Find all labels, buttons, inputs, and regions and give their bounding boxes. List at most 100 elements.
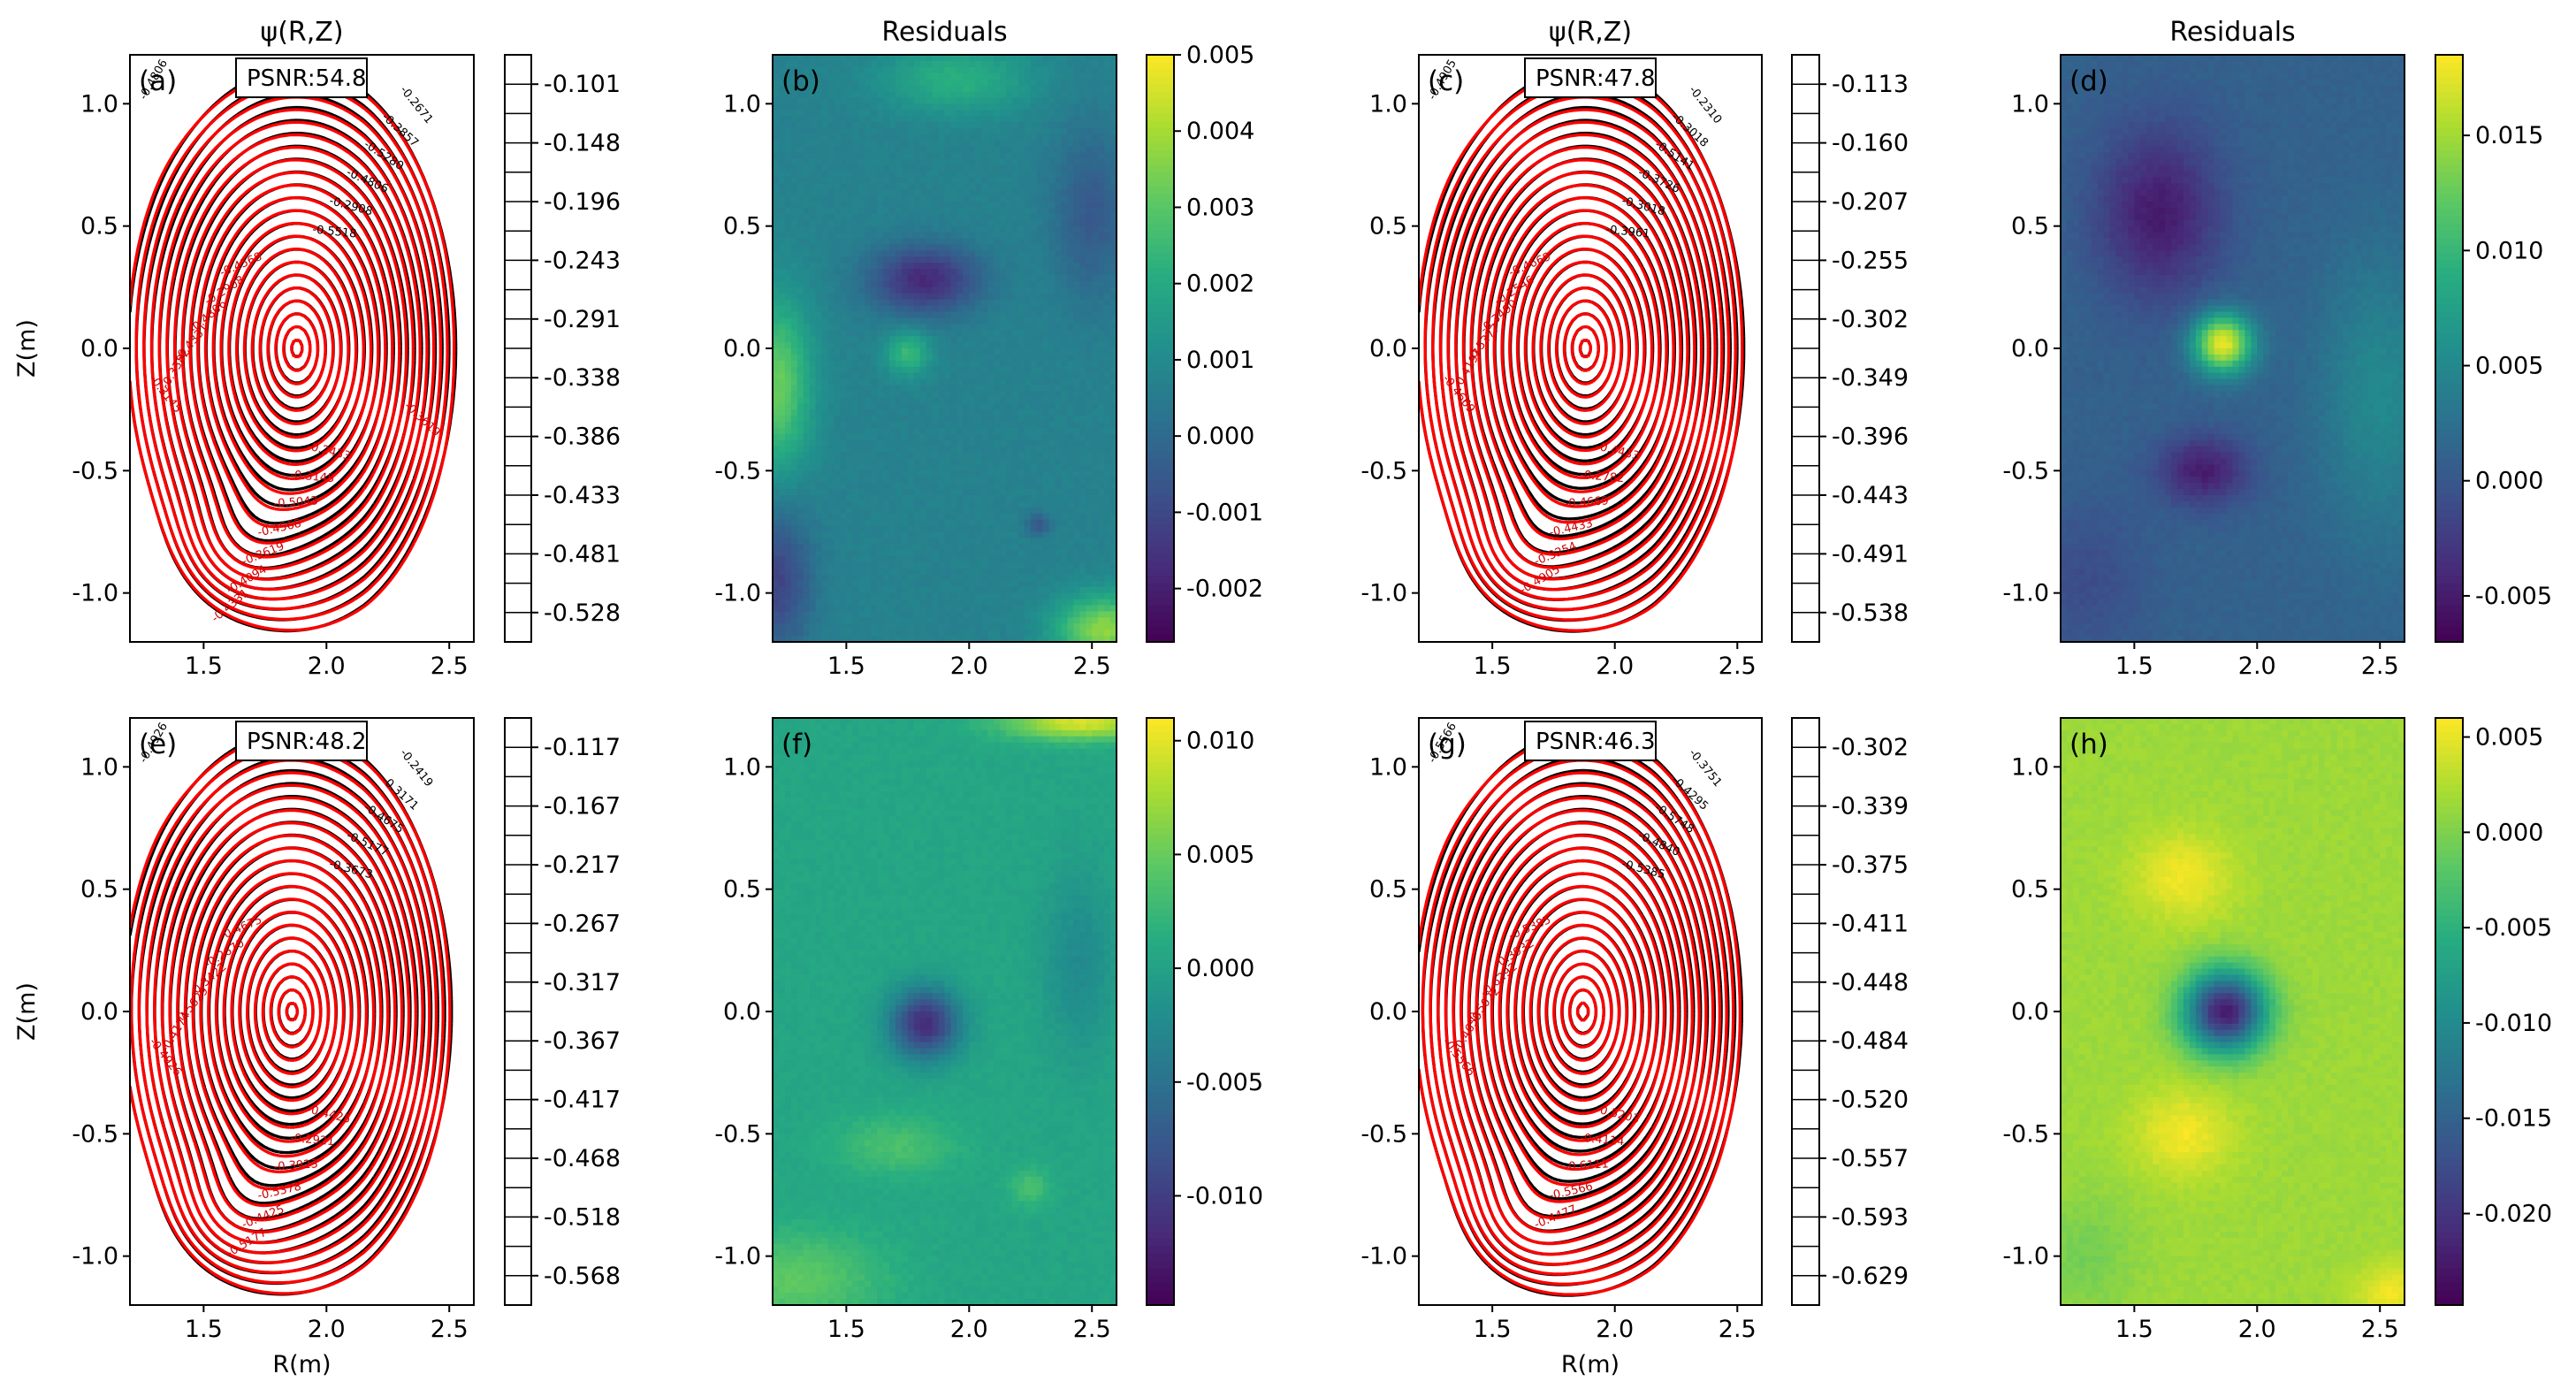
heatmap-cell (834, 299, 842, 307)
heatmap-cell (871, 164, 878, 172)
heatmap-cell (852, 422, 859, 429)
heatmap-cell (1017, 122, 1025, 129)
heatmap-cell (1067, 85, 1074, 93)
heatmap-cell (944, 519, 952, 527)
heatmap-cell (883, 422, 890, 429)
heatmap-cell (895, 116, 903, 123)
heatmap-cell (865, 263, 872, 270)
heatmap-cell (907, 189, 915, 196)
heatmap-cell (784, 483, 792, 490)
heatmap-cell (865, 305, 872, 313)
heatmap-cell (1079, 525, 1086, 533)
heatmap-cell (773, 422, 780, 429)
heatmap-cell (840, 202, 847, 209)
heatmap-cell (1005, 164, 1013, 172)
heatmap-cell (778, 177, 786, 184)
heatmap-cell (1000, 116, 1007, 123)
heatmap-cell (809, 513, 817, 521)
heatmap-cell (852, 152, 859, 160)
heatmap-cell (827, 507, 835, 515)
heatmap-cell (1092, 378, 1099, 386)
heatmap-cell (1017, 286, 1025, 294)
heatmap-cell (1048, 213, 1056, 221)
heatmap-cell (858, 489, 865, 496)
heatmap-cell (784, 66, 792, 74)
heatmap-cell (1067, 500, 1074, 508)
heatmap-cell (944, 439, 952, 447)
heatmap-cell (1086, 519, 1093, 527)
heatmap-cell (938, 85, 946, 93)
heatmap-cell (1055, 79, 1063, 87)
heatmap-cell (815, 171, 823, 178)
heatmap-cell (840, 79, 847, 87)
heatmap-cell (1079, 538, 1086, 545)
heatmap-cell (932, 299, 940, 307)
heatmap-cell (1086, 256, 1093, 263)
heatmap-cell (944, 280, 952, 288)
heatmap-cell (773, 213, 780, 221)
heatmap-cell (919, 219, 927, 227)
heatmap-cell (796, 378, 804, 386)
heatmap-cell (938, 250, 946, 257)
heatmap-cell (1000, 177, 1007, 184)
heatmap-cell (803, 91, 811, 99)
heatmap-cell (1067, 189, 1074, 196)
heatmap-cell (784, 305, 792, 313)
heatmap-cell (901, 280, 909, 288)
heatmap-cell (901, 317, 909, 324)
heatmap-cell (895, 110, 903, 117)
heatmap-cell (1061, 416, 1069, 423)
heatmap-cell (871, 128, 878, 135)
heatmap-cell (987, 562, 995, 569)
heatmap-cell (858, 531, 865, 539)
heatmap-cell (1098, 433, 1105, 441)
heatmap-cell (932, 538, 940, 545)
heatmap-cell (1098, 171, 1105, 178)
heatmap-cell (950, 531, 957, 539)
heatmap-cell (1079, 134, 1086, 141)
heatmap-cell (926, 458, 934, 466)
heatmap-cell (981, 177, 988, 184)
heatmap-cell (865, 238, 872, 246)
heatmap-cell (1092, 280, 1099, 288)
heatmap-cell (809, 538, 817, 545)
heatmap-cell (987, 422, 995, 429)
heatmap-cell (815, 293, 823, 301)
heatmap-cell (969, 250, 976, 257)
heatmap-cell (895, 483, 903, 490)
heatmap-cell (969, 213, 976, 221)
heatmap-cell (846, 171, 853, 178)
heatmap-cell (803, 348, 811, 355)
heatmap-cell (1104, 164, 1111, 172)
heatmap-cell (1011, 403, 1019, 410)
heatmap-cell (1048, 110, 1056, 117)
heatmap-cell (895, 544, 903, 551)
heatmap-cell (926, 574, 934, 582)
heatmap-cell (1005, 562, 1013, 569)
heatmap-cell (1011, 103, 1019, 111)
heatmap-cell (888, 403, 896, 410)
heatmap-cell (975, 55, 982, 62)
heatmap-cell (1104, 152, 1111, 160)
heatmap-cell (1067, 275, 1074, 282)
heatmap-cell (773, 366, 780, 374)
heatmap-cell (1067, 293, 1074, 301)
heatmap-cell (956, 183, 964, 190)
heatmap-cell (1073, 324, 1080, 331)
heatmap-cell (926, 238, 934, 246)
heatmap-cell (840, 470, 847, 477)
heatmap-cell (1000, 477, 1007, 484)
heatmap-cell (883, 225, 890, 233)
heatmap-cell (956, 280, 964, 288)
heatmap-cell (827, 397, 835, 404)
heatmap-cell (1098, 128, 1105, 135)
heatmap-cell (815, 85, 823, 93)
contour-line-recon (203, 196, 387, 511)
heatmap-cell (1067, 507, 1074, 515)
heatmap-cell (784, 91, 792, 99)
heatmap-cell (888, 446, 896, 454)
heatmap-cell (1030, 354, 1038, 362)
heatmap-cell (1061, 433, 1069, 441)
heatmap-cell (901, 354, 909, 362)
heatmap-cell (1104, 574, 1111, 582)
